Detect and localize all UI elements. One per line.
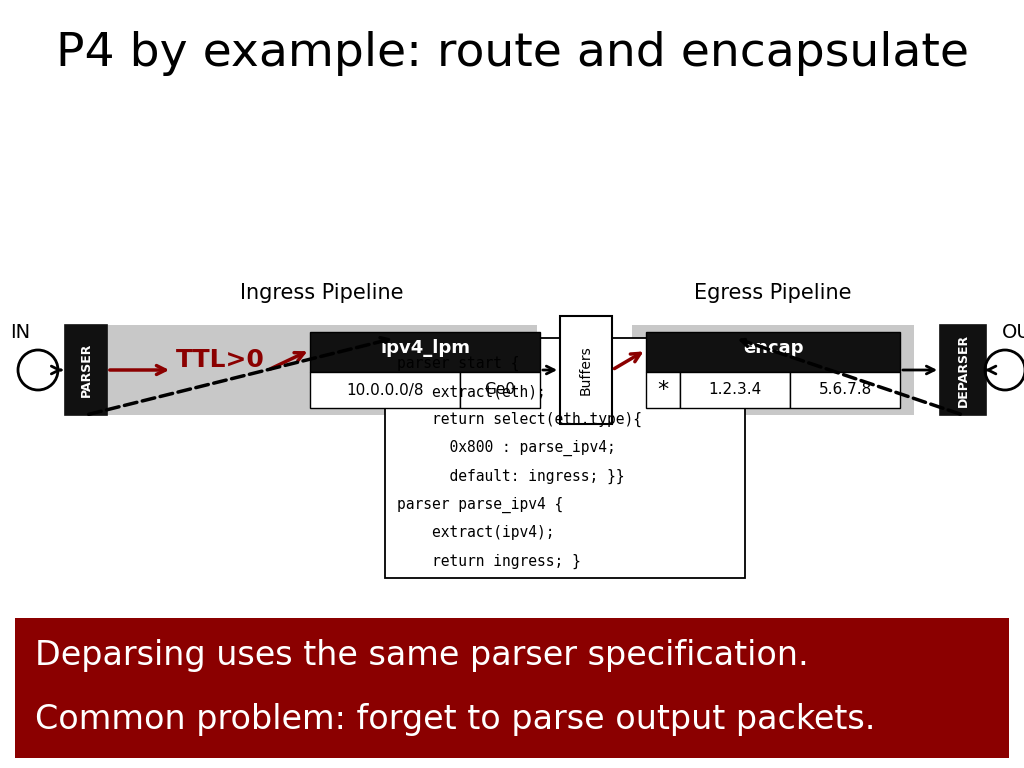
FancyBboxPatch shape bbox=[560, 316, 612, 424]
FancyBboxPatch shape bbox=[790, 372, 900, 408]
Text: parser start {: parser start { bbox=[397, 356, 519, 371]
FancyBboxPatch shape bbox=[385, 338, 745, 578]
Text: Egress Pipeline: Egress Pipeline bbox=[694, 283, 852, 303]
Text: ipv4_lpm: ipv4_lpm bbox=[380, 339, 470, 357]
Text: 0x800 : parse_ipv4;: 0x800 : parse_ipv4; bbox=[397, 440, 615, 456]
Text: encap: encap bbox=[742, 339, 803, 357]
Text: DEPARSER: DEPARSER bbox=[956, 333, 970, 406]
Text: 1.2.3.4: 1.2.3.4 bbox=[709, 382, 762, 398]
Text: return select(eth.type){: return select(eth.type){ bbox=[397, 412, 642, 428]
Text: default: ingress; }}: default: ingress; }} bbox=[397, 468, 625, 484]
FancyBboxPatch shape bbox=[646, 332, 900, 372]
FancyBboxPatch shape bbox=[106, 325, 537, 415]
FancyBboxPatch shape bbox=[310, 332, 540, 372]
Text: 10.0.0.0/8: 10.0.0.0/8 bbox=[346, 382, 424, 398]
FancyBboxPatch shape bbox=[940, 325, 986, 415]
FancyBboxPatch shape bbox=[680, 372, 790, 408]
FancyBboxPatch shape bbox=[632, 325, 914, 415]
Text: extract(ipv4);: extract(ipv4); bbox=[397, 525, 555, 541]
Text: PARSER: PARSER bbox=[80, 343, 92, 397]
Text: Ge0: Ge0 bbox=[484, 382, 515, 398]
Text: TTL>0: TTL>0 bbox=[175, 348, 264, 372]
Text: Buffers: Buffers bbox=[579, 345, 593, 395]
Text: Common problem: forget to parse output packets.: Common problem: forget to parse output p… bbox=[35, 703, 876, 737]
Text: extract(eth);: extract(eth); bbox=[397, 384, 546, 399]
FancyBboxPatch shape bbox=[65, 325, 106, 415]
FancyBboxPatch shape bbox=[310, 372, 460, 408]
Text: P4 by example: route and encapsulate: P4 by example: route and encapsulate bbox=[55, 31, 969, 75]
Text: parser parse_ipv4 {: parser parse_ipv4 { bbox=[397, 496, 563, 513]
Text: *: * bbox=[657, 380, 669, 400]
FancyBboxPatch shape bbox=[646, 372, 680, 408]
Text: Ingress Pipeline: Ingress Pipeline bbox=[241, 283, 403, 303]
FancyBboxPatch shape bbox=[460, 372, 540, 408]
Text: IN: IN bbox=[10, 323, 30, 342]
Text: return ingress; }: return ingress; } bbox=[397, 554, 581, 568]
Text: OUT: OUT bbox=[1002, 323, 1024, 342]
FancyBboxPatch shape bbox=[15, 618, 1009, 758]
Text: Deparsing uses the same parser specification.: Deparsing uses the same parser specifica… bbox=[35, 640, 809, 673]
Text: 5.6.7.8: 5.6.7.8 bbox=[818, 382, 871, 398]
